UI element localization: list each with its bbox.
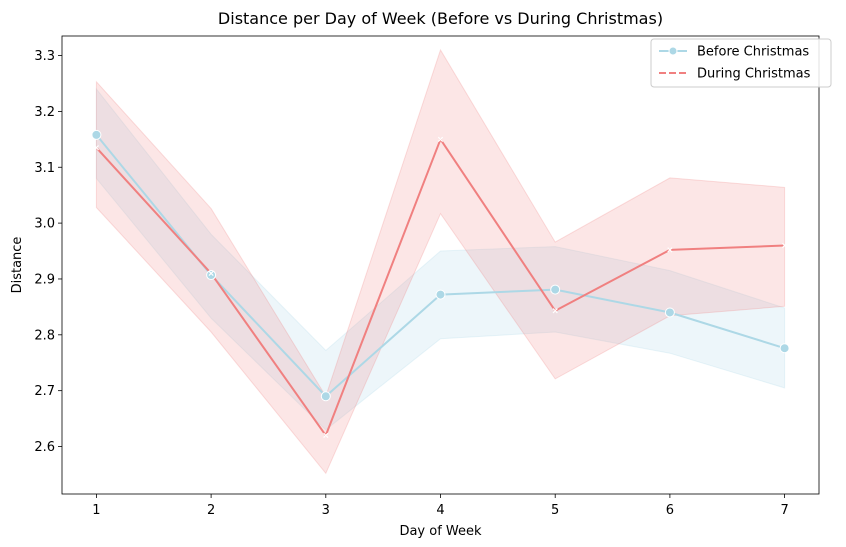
y-axis: 2.6 2.7 2.8 2.9 3.0 3.1 3.2 3.3: [34, 49, 62, 455]
confidence-band-series-2: [95, 48, 786, 475]
legend: Before Christmas During Christmas: [650, 38, 832, 88]
legend-marker-series-1: [668, 46, 678, 56]
y-tick-label: 2.8: [34, 328, 55, 343]
data-point-series-2: [667, 247, 673, 253]
x-tick-label: 2: [207, 503, 215, 518]
data-point-series-1: [779, 343, 790, 354]
legend-label-series-1: Before Christmas: [697, 45, 809, 60]
y-tick-label: 3.2: [34, 105, 55, 120]
x-tick-label: 1: [92, 503, 100, 518]
chart-title: Distance per Day of Week (Before vs Duri…: [218, 9, 663, 28]
x-axis: 1 2 3 4 5 6 7: [92, 494, 789, 518]
confidence-bands: [95, 48, 786, 475]
y-tick-label: 2.6: [34, 440, 55, 455]
data-point-series-2: [93, 145, 100, 151]
x-tick-label: 4: [436, 503, 444, 518]
x-tick-label: 3: [322, 503, 330, 518]
x-axis-title: Day of Week: [399, 524, 482, 539]
data-point-series-1: [206, 270, 217, 281]
series-markers: [91, 129, 790, 438]
y-tick-label: 3.1: [34, 161, 55, 176]
x-tick-label: 5: [551, 503, 559, 518]
data-point-series-2: [323, 432, 329, 438]
y-tick-label: 2.7: [34, 384, 55, 399]
data-point-series-2: [552, 308, 558, 314]
data-point-series-2: [437, 136, 444, 142]
y-tick-label: 2.9: [34, 272, 55, 287]
y-tick-label: 3.0: [34, 217, 55, 232]
data-point-series-1: [435, 289, 446, 300]
data-point-series-2: [208, 270, 214, 277]
y-axis-title: Distance: [10, 237, 25, 294]
y-tick-label: 3.3: [34, 49, 55, 64]
legend-label-series-2: During Christmas: [697, 67, 811, 82]
data-point-series-1: [91, 129, 102, 140]
data-point-series-1: [664, 307, 675, 318]
x-tick-label: 6: [666, 503, 674, 518]
data-point-series-2: [781, 242, 788, 249]
legend-box: [650, 38, 832, 88]
data-point-series-1: [320, 391, 331, 402]
data-point-series-1: [550, 284, 561, 295]
confidence-band-series-1: [95, 87, 786, 431]
x-tick-label: 7: [780, 503, 788, 518]
